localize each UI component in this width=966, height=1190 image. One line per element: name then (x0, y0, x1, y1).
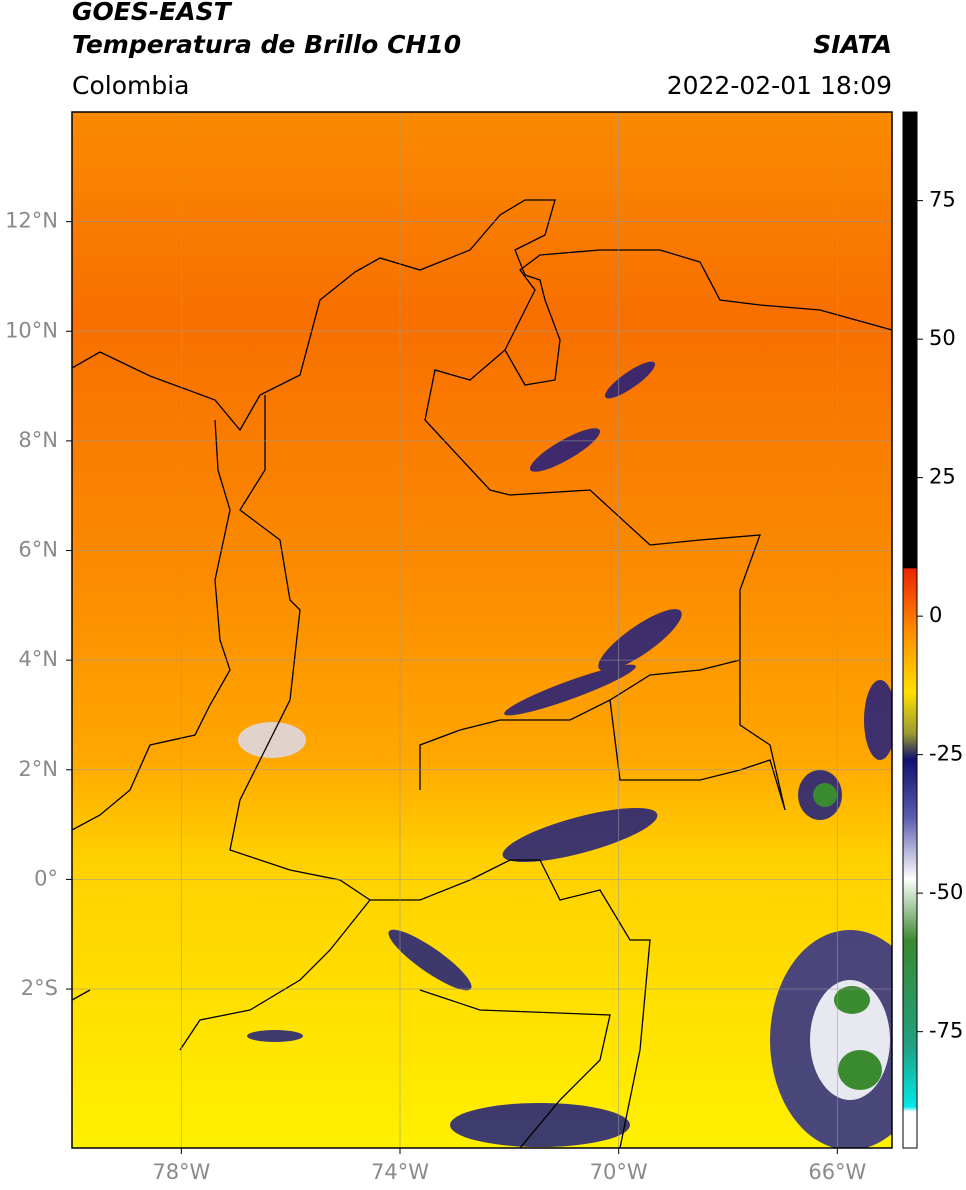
venezuela-border (609, 660, 786, 811)
colorbar-tick-label: -25 (929, 742, 963, 766)
region: Colombia (72, 71, 189, 100)
datetime: 2022-02-01 18:09 (667, 71, 892, 100)
coastline (72, 199, 892, 432)
x-tick-label: 70°W (590, 1160, 648, 1184)
colorbar-tick-label: 0 (929, 603, 942, 627)
colombia-border (229, 349, 761, 1148)
imagery (72, 112, 892, 1148)
source: SIATA (813, 30, 892, 59)
colorbar-tick-label: -50 (929, 880, 963, 904)
y-tick-label: 4°N (18, 647, 58, 671)
colorbar-tick-label: -75 (929, 1019, 963, 1043)
map-frame (71, 111, 893, 1149)
pacific-coast (72, 419, 231, 831)
colorbar-tick-label: 50 (929, 326, 956, 350)
title: GOES-EAST (72, 0, 233, 26)
y-tick-label: 8°N (18, 428, 58, 452)
x-tick-label: 66°W (808, 1160, 866, 1184)
y-tick-label: 2°N (18, 757, 58, 781)
y-tick-label: 12°N (5, 209, 58, 233)
y-tick-label: 10°N (5, 318, 58, 342)
y-tick-label: 6°N (18, 538, 58, 562)
colorbar-tick-label: 75 (929, 188, 956, 212)
subtitle: Temperatura de Brillo CH10 (72, 30, 461, 59)
grid (72, 112, 892, 1148)
x-tick-label: 74°W (371, 1160, 429, 1184)
y-tick-label: 2°S (21, 976, 58, 1000)
x-tick-label: 78°W (152, 1160, 210, 1184)
brightness-field (72, 112, 892, 1148)
colorbar-tick-label: 25 (929, 465, 956, 489)
coldest-clouds (810, 783, 890, 1100)
ecuador-peru-border (72, 899, 611, 1148)
colorbar (902, 111, 918, 1149)
y-tick-label: 0° (34, 866, 58, 890)
